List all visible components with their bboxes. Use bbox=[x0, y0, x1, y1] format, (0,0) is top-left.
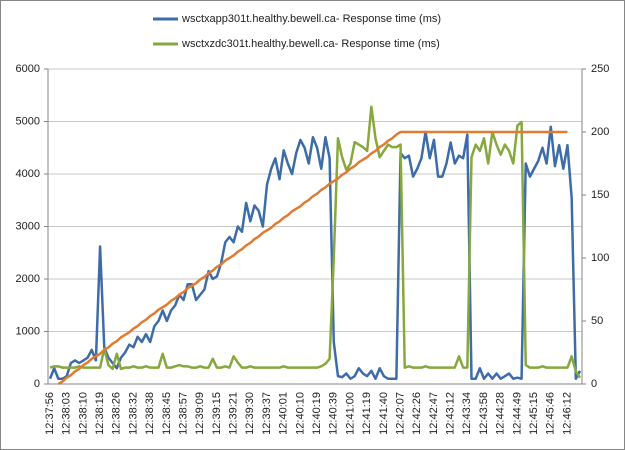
x-tick-label: 12:43:34 bbox=[461, 392, 473, 435]
y2-tick-label: 100 bbox=[591, 252, 609, 264]
x-tick-label: 12:37:56 bbox=[44, 392, 56, 435]
x-tick-label: 12:46:12 bbox=[561, 392, 573, 435]
x-tick-label: 12:43:58 bbox=[478, 392, 490, 435]
x-tick-label: 12:40:01 bbox=[278, 392, 290, 435]
x-tick-label: 12:39:21 bbox=[228, 392, 240, 435]
y-tick-label: 2000 bbox=[16, 273, 40, 285]
x-tick-label: 12:41:40 bbox=[378, 392, 390, 435]
x-tick-label: 12:38:03 bbox=[61, 392, 73, 435]
y-tick-label: 1000 bbox=[16, 325, 40, 337]
x-tick-label: 12:39:30 bbox=[244, 392, 256, 435]
x-tick-label: 12:38:10 bbox=[77, 392, 89, 435]
y2-tick-label: 200 bbox=[591, 126, 609, 138]
series-line bbox=[57, 130, 568, 386]
y-tick-label: 0 bbox=[34, 378, 40, 390]
x-tick-label: 12:43:12 bbox=[445, 392, 457, 435]
x-tick-label: 12:42:26 bbox=[411, 392, 423, 435]
x-tick-label: 12:38:45 bbox=[161, 392, 173, 435]
x-tick-label: 12:38:57 bbox=[177, 392, 189, 435]
x-tick-label: 12:40:39 bbox=[328, 392, 340, 435]
x-tick-label: 12:44:28 bbox=[495, 392, 507, 435]
x-tick-label: 12:41:00 bbox=[344, 392, 356, 435]
legend-label: wsctxapp301t.healthy.bewell.ca- Response… bbox=[181, 13, 441, 25]
y-tick-label: 3000 bbox=[16, 220, 40, 232]
x-tick-label: 12:41:19 bbox=[361, 392, 373, 435]
x-tick-label: 12:38:19 bbox=[94, 392, 106, 435]
x-tick-label: 12:42:47 bbox=[428, 392, 440, 435]
x-tick-label: 12:45:15 bbox=[528, 392, 540, 435]
x-tick-label: 12:44:49 bbox=[511, 392, 523, 435]
x-tick-label: 12:45:46 bbox=[545, 392, 557, 435]
x-tick-label: 12:39:37 bbox=[261, 392, 273, 435]
y2-tick-label: 0 bbox=[591, 378, 597, 390]
y2-tick-label: 50 bbox=[591, 315, 603, 327]
x-tick-label: 12:39:09 bbox=[194, 392, 206, 435]
x-tick-label: 12:40:10 bbox=[294, 392, 306, 435]
y-tick-label: 5000 bbox=[16, 115, 40, 127]
x-tick-label: 12:38:26 bbox=[111, 392, 123, 435]
series-line bbox=[49, 105, 582, 379]
series-line bbox=[48, 125, 582, 380]
x-tick-label: 12:39:15 bbox=[211, 392, 223, 435]
legend-label: wsctxzdc301t.healthy.bewell.ca- Response… bbox=[181, 38, 440, 50]
x-tick-label: 12:38:38 bbox=[144, 392, 156, 435]
y-tick-label: 4000 bbox=[16, 168, 40, 180]
x-tick-label: 12:40:19 bbox=[311, 392, 323, 435]
y2-tick-label: 150 bbox=[591, 189, 609, 201]
x-tick-label: 12:38:32 bbox=[127, 392, 139, 435]
y-tick-label: 6000 bbox=[16, 63, 40, 75]
y2-tick-label: 250 bbox=[591, 63, 609, 75]
x-tick-label: 12:42:07 bbox=[394, 392, 406, 435]
